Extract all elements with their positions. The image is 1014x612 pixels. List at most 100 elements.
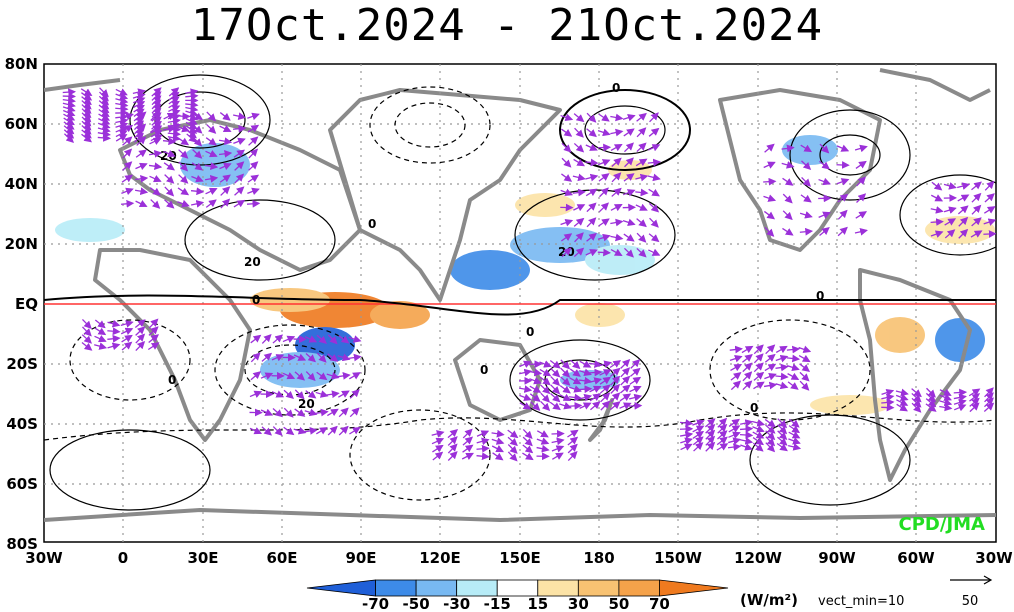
- flux-vector: [786, 363, 800, 372]
- positive-anomaly-region: [515, 193, 575, 217]
- contour-label: 0: [750, 401, 758, 415]
- flux-vector: [462, 436, 474, 446]
- flux-vector: [801, 176, 811, 187]
- flux-vector: [549, 401, 561, 411]
- flux-vector: [958, 228, 969, 239]
- flux-vector: [599, 376, 612, 385]
- contour-label: 0: [816, 289, 824, 303]
- flux-vector: [598, 173, 610, 182]
- flux-vector: [304, 427, 318, 435]
- flux-vector: [739, 437, 754, 445]
- flux-vector: [799, 371, 810, 382]
- flux-vector: [939, 403, 953, 412]
- flux-vector: [121, 187, 134, 196]
- flux-vector: [122, 136, 133, 146]
- flux-vector: [585, 158, 599, 167]
- flux-vector: [704, 418, 716, 428]
- flux-vector: [559, 393, 572, 401]
- flux-vector: [782, 227, 794, 236]
- flux-vector: [971, 217, 982, 227]
- flux-vector: [177, 187, 190, 196]
- flux-vector: [752, 431, 765, 439]
- flux-vector: [248, 136, 259, 146]
- flux-vector: [647, 158, 662, 167]
- flux-vector: [107, 319, 121, 328]
- flux-vector: [728, 431, 741, 439]
- flux-vector: [294, 408, 306, 417]
- flux-vector: [348, 353, 362, 362]
- lon-label: 150E: [499, 549, 541, 567]
- flux-vector: [539, 368, 552, 377]
- flux-vector: [560, 376, 571, 386]
- flux-vector: [788, 443, 802, 451]
- flux-vector: [573, 158, 586, 167]
- flux-vector: [599, 360, 613, 369]
- flux-vector: [476, 430, 490, 438]
- flux-vector: [801, 160, 812, 171]
- flux-vector: [519, 360, 532, 368]
- flux-vector: [315, 427, 328, 435]
- contour-label: 0: [168, 373, 176, 387]
- flux-vector: [94, 327, 107, 336]
- flux-vector: [717, 430, 728, 440]
- flux-vector: [930, 230, 944, 238]
- flux-vector: [782, 193, 793, 204]
- flux-vector: [219, 174, 231, 183]
- credit-label: CPD/JMA: [899, 514, 986, 535]
- flux-vector: [206, 124, 217, 134]
- flux-vector: [775, 354, 789, 363]
- contour-dashed: [369, 86, 491, 164]
- colorbar-segment: [659, 579, 729, 597]
- flux-vector: [272, 426, 283, 437]
- colorbar-segment: [306, 579, 376, 597]
- flux-vector: [431, 430, 445, 438]
- flux-vector: [220, 198, 231, 209]
- flux-vector: [953, 388, 968, 397]
- flux-vector: [540, 384, 551, 395]
- flux-vector: [476, 452, 490, 461]
- flux-vector: [150, 134, 163, 142]
- flux-vector: [836, 144, 850, 152]
- contour-solid: [789, 109, 911, 201]
- antarctica-coast: [44, 508, 996, 522]
- flux-vector: [752, 442, 764, 452]
- flux-vector: [983, 230, 996, 238]
- flux-vector: [943, 206, 957, 214]
- flux-vector: [163, 112, 176, 120]
- flux-vector: [148, 149, 163, 158]
- flux-vector: [753, 371, 765, 381]
- flux-vector: [190, 187, 205, 196]
- flux-vector: [338, 407, 349, 418]
- lon-label: 90E: [345, 549, 376, 567]
- vector-min-note: vect_min=10: [818, 594, 904, 609]
- negative-anomaly-region: [55, 218, 125, 242]
- flux-vector: [764, 226, 775, 237]
- flux-vector: [204, 174, 219, 183]
- flux-vector: [629, 385, 642, 393]
- flux-vector: [775, 363, 789, 372]
- flux-vector: [569, 377, 582, 385]
- reference-vector: 50: [950, 575, 993, 609]
- flux-vector: [507, 444, 518, 454]
- flux-vector: [219, 112, 231, 121]
- flux-vector: [610, 383, 621, 394]
- arrow-head-icon: [983, 575, 993, 585]
- flux-vector: [692, 425, 705, 433]
- flux-vector: [133, 101, 146, 109]
- flux-vector: [337, 353, 351, 362]
- flux-vector: [610, 204, 623, 212]
- flux-vector: [579, 360, 592, 368]
- flux-vector: [930, 194, 944, 202]
- colorbar-tick-label: 50: [608, 595, 629, 612]
- flux-vector: [799, 227, 814, 236]
- colorbar-segment: [456, 579, 498, 597]
- flux-vector: [518, 385, 533, 393]
- flux-vector: [164, 186, 175, 197]
- flux-vector: [649, 217, 659, 228]
- flux-vector: [609, 360, 622, 369]
- flux-vector: [304, 408, 318, 417]
- flux-vector: [567, 429, 579, 438]
- flux-vector: [969, 402, 980, 413]
- flux-vector: [622, 218, 636, 227]
- flux-vector: [260, 408, 274, 416]
